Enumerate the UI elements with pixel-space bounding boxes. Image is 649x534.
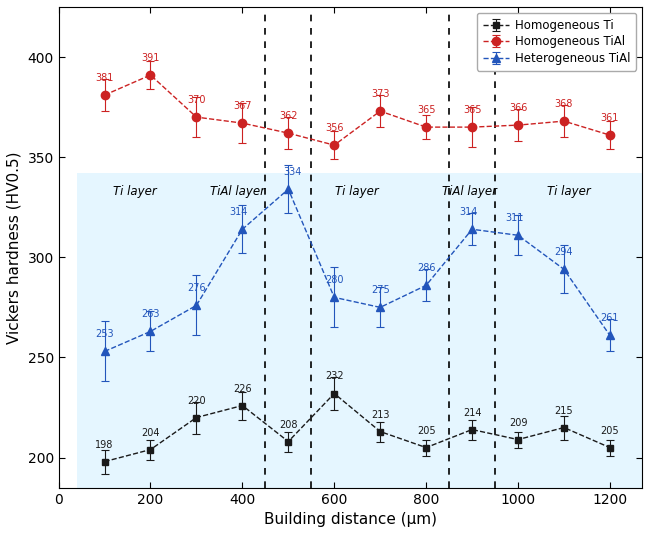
Text: 213: 213 [371,410,389,420]
Text: 334: 334 [284,167,302,177]
Text: 263: 263 [141,309,160,319]
Text: 370: 370 [187,95,206,105]
Text: 391: 391 [141,53,160,63]
Text: Ti layer: Ti layer [336,185,379,198]
Text: 275: 275 [371,285,389,295]
Text: 311: 311 [505,213,524,223]
Text: 280: 280 [325,276,343,285]
Text: TiAl layer: TiAl layer [442,185,497,198]
X-axis label: Building distance (μm): Building distance (μm) [264,512,437,527]
Text: 205: 205 [417,426,435,436]
Text: 365: 365 [417,105,435,115]
Text: 208: 208 [279,420,297,429]
Text: 226: 226 [233,383,252,394]
Text: 209: 209 [509,418,527,428]
Text: 365: 365 [463,105,482,115]
Text: 314: 314 [459,207,478,217]
Legend: Homogeneous Ti, Homogeneous TiAl, Heterogeneous TiAl: Homogeneous Ti, Homogeneous TiAl, Hetero… [477,13,636,70]
Text: 215: 215 [555,405,573,415]
Bar [77,173,642,488]
Text: 368: 368 [555,99,573,109]
Text: 314: 314 [230,207,248,217]
Text: 381: 381 [95,73,114,83]
Text: 367: 367 [233,101,252,111]
Text: 276: 276 [187,284,206,293]
Text: 232: 232 [325,372,343,381]
Text: 373: 373 [371,89,389,99]
Text: 253: 253 [95,329,114,340]
Text: 198: 198 [95,439,114,450]
Text: 220: 220 [187,396,206,405]
Text: 204: 204 [141,428,160,437]
Text: Ti layer: Ti layer [112,185,156,198]
Text: 356: 356 [325,123,343,133]
Text: 362: 362 [279,111,297,121]
Text: 205: 205 [600,426,619,436]
Text: TiAl layer: TiAl layer [210,185,265,198]
Text: 294: 294 [555,247,573,257]
Text: Ti layer: Ti layer [546,185,591,198]
Text: 286: 286 [417,263,435,273]
Text: 261: 261 [600,313,619,324]
Text: 366: 366 [509,103,527,113]
Y-axis label: Vickers hardness (HV0.5): Vickers hardness (HV0.5) [7,151,22,343]
Text: 361: 361 [601,113,619,123]
Text: 214: 214 [463,407,482,418]
